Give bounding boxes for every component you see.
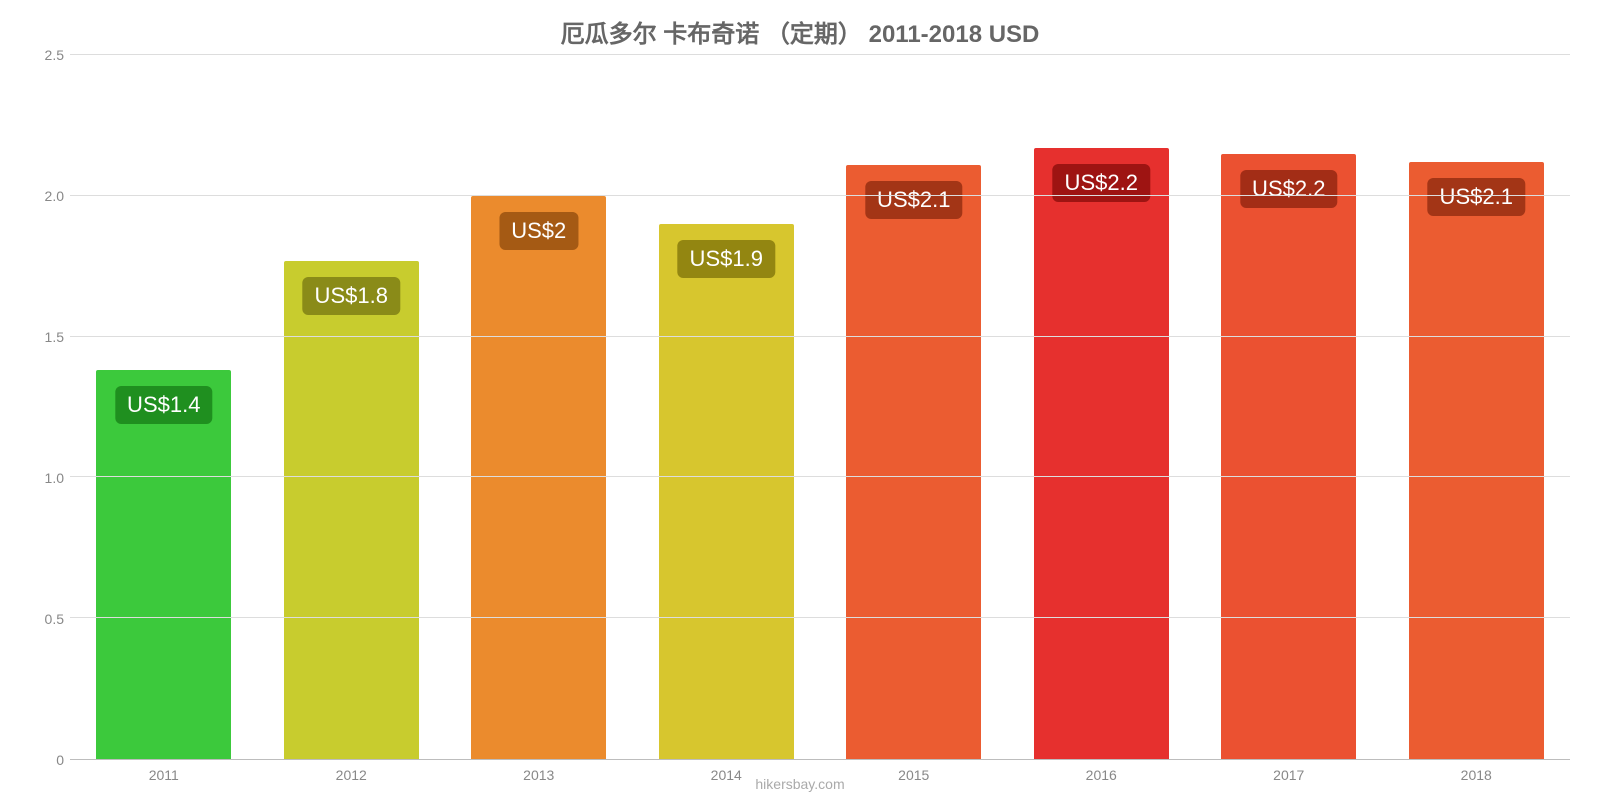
bars-row: US$1.42011US$1.82012US$22013US$1.92014US…	[70, 55, 1570, 759]
x-tick-label: 2015	[898, 767, 929, 783]
bar-slot: US$2.22016	[1008, 55, 1196, 759]
bar-value-label: US$2.1	[865, 181, 962, 219]
x-tick-label: 2012	[336, 767, 367, 783]
bar: US$2.1	[1409, 162, 1544, 759]
y-tick-label: 0	[56, 752, 64, 768]
gridline	[70, 336, 1570, 337]
y-tick-label: 2.5	[45, 47, 64, 63]
gridline	[70, 617, 1570, 618]
y-tick-label: 0.5	[45, 611, 64, 627]
bar-value-label: US$2	[499, 212, 578, 250]
x-tick-label: 2018	[1461, 767, 1492, 783]
bar-slot: US$1.42011	[70, 55, 258, 759]
bar-value-label: US$2.1	[1428, 178, 1525, 216]
bar: US$2	[471, 196, 606, 759]
bar: US$2.1	[846, 165, 981, 759]
gridline	[70, 195, 1570, 196]
y-tick-label: 1.5	[45, 329, 64, 345]
bar: US$1.9	[659, 224, 794, 759]
bar-slot: US$1.92014	[633, 55, 821, 759]
y-axis: 00.51.01.52.02.5	[20, 55, 70, 760]
bar-value-label: US$1.8	[303, 277, 400, 315]
bar-value-label: US$1.9	[678, 240, 775, 278]
y-tick-label: 1.0	[45, 470, 64, 486]
bar-slot: US$2.22017	[1195, 55, 1383, 759]
y-tick-label: 2.0	[45, 188, 64, 204]
bar-value-label: US$1.4	[115, 386, 212, 424]
gridline	[70, 476, 1570, 477]
gridline	[70, 54, 1570, 55]
x-tick-label: 2016	[1086, 767, 1117, 783]
x-tick-label: 2013	[523, 767, 554, 783]
x-tick-label: 2017	[1273, 767, 1304, 783]
x-tick-label: 2014	[711, 767, 742, 783]
bar-slot: US$2.12018	[1383, 55, 1571, 759]
plot-area: US$1.42011US$1.82012US$22013US$1.92014US…	[70, 55, 1570, 760]
bar: US$1.4	[96, 370, 231, 759]
bar: US$2.2	[1034, 148, 1169, 759]
chart-container: 厄瓜多尔 卡布奇诺 （定期） 2011-2018 USD 0 0.5 1.0 1.5 2…	[0, 0, 1600, 800]
bar-slot: US$2.12015	[820, 55, 1008, 759]
x-tick-label: 2011	[149, 767, 179, 783]
bar-slot: US$22013	[445, 55, 633, 759]
credit-text: hikersbay.com	[755, 776, 844, 792]
chart-title: 厄瓜多尔 卡布奇诺 （定期） 2011-2018 USD	[0, 0, 1600, 55]
bar-slot: US$1.82012	[258, 55, 446, 759]
plot-wrap: 00.51.01.52.02.5 US$1.42011US$1.82012US$…	[70, 55, 1570, 760]
bar: US$2.2	[1221, 154, 1356, 759]
bar-value-label: US$2.2	[1053, 164, 1150, 202]
bar-value-label: US$2.2	[1240, 170, 1337, 208]
